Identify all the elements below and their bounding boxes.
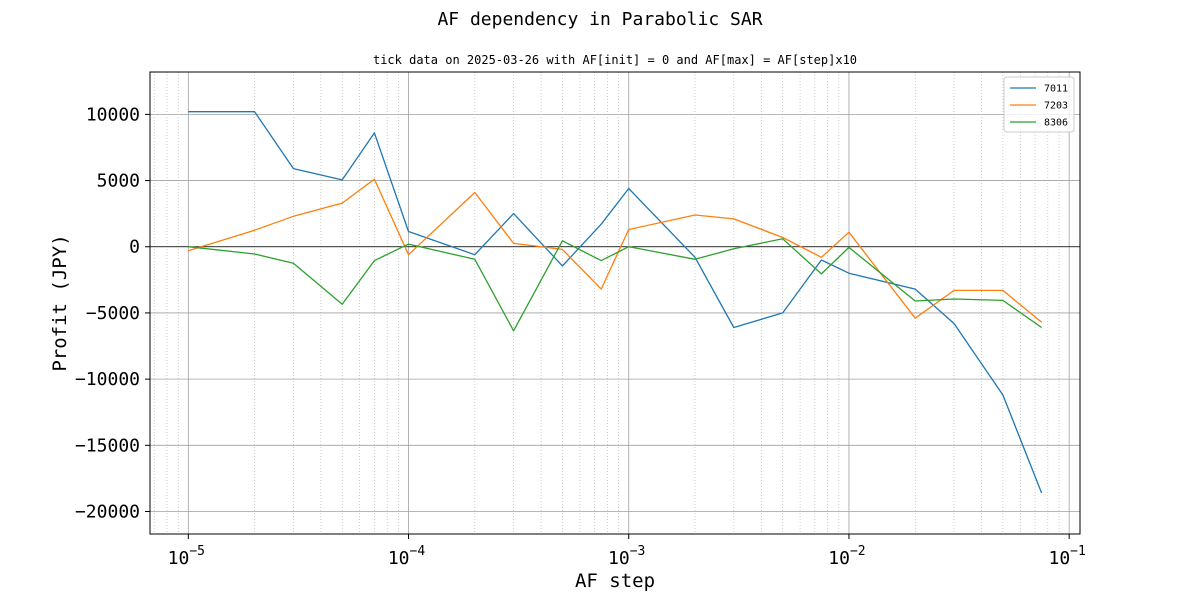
- x-tick-exponent: −1: [1070, 544, 1086, 559]
- plot-frame: [149, 71, 1081, 535]
- x-tick-base: 10: [168, 548, 190, 569]
- axis-ticks: 10−5 10−4 10−3 10−2 10−11000050000−5000−1000…: [75, 104, 1086, 569]
- y-tick-label: −10000: [75, 369, 140, 390]
- x-tick-label: 10−4: [388, 544, 426, 569]
- x-tick-exponent: −2: [850, 544, 866, 559]
- y-tick-label: −5000: [86, 303, 140, 324]
- x-tick-base: 10: [1048, 548, 1070, 569]
- y-axis-label: Profit (JPY): [49, 234, 71, 371]
- chart-title: AF dependency in Parabolic SAR: [437, 9, 762, 30]
- x-tick-base: 10: [608, 548, 630, 569]
- minor-grid: [153, 72, 1060, 534]
- series-line-7011: [188, 111, 1043, 494]
- x-tick-exponent: −5: [189, 544, 205, 559]
- x-tick-base: 10: [828, 548, 850, 569]
- legend-label-8306: 8306: [1044, 118, 1068, 129]
- legend: 7011 7203 8306: [1003, 76, 1075, 133]
- series-layer: [188, 111, 1043, 494]
- series-line-7203: [188, 178, 1043, 323]
- x-axis-label: AF step: [575, 570, 655, 592]
- x-tick-label: 10−5: [168, 544, 205, 569]
- major-grid: [150, 72, 1080, 534]
- legend-label-7011: 7011: [1044, 84, 1068, 95]
- y-tick-label: 0: [129, 237, 140, 258]
- y-tick-label: 10000: [86, 104, 140, 125]
- x-tick-label: 10−1: [1048, 544, 1085, 569]
- legend-box: [1003, 76, 1075, 133]
- y-tick-label: −20000: [75, 501, 140, 522]
- legend-label-7203: 7203: [1044, 101, 1068, 112]
- y-tick-label: 5000: [97, 171, 140, 192]
- x-tick-label: 10−2: [828, 544, 865, 569]
- x-tick-label: 10−3: [608, 544, 645, 569]
- x-tick-exponent: −3: [630, 544, 646, 559]
- x-tick-exponent: −4: [410, 544, 426, 559]
- y-tick-label: −15000: [75, 435, 140, 456]
- x-tick-base: 10: [388, 548, 410, 569]
- chart-subtitle: tick data on 2025-03-26 with AF[init] = …: [373, 53, 857, 67]
- series-line-8306: [188, 238, 1042, 332]
